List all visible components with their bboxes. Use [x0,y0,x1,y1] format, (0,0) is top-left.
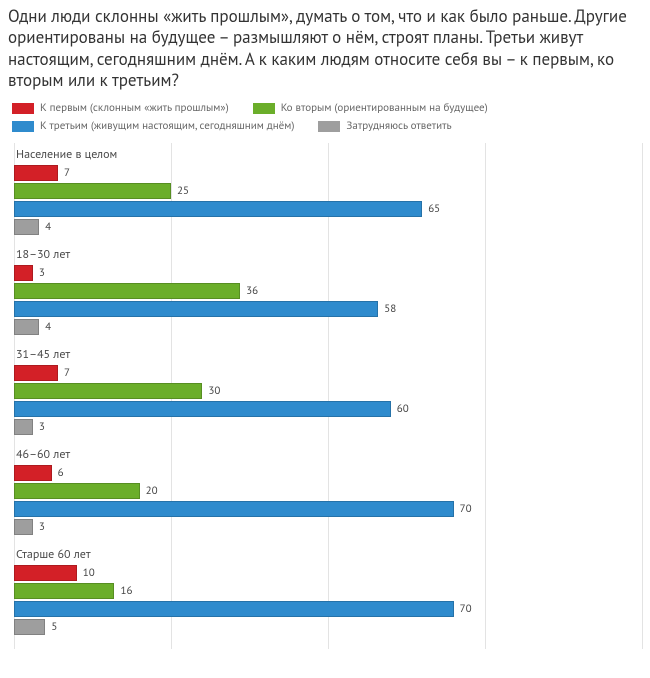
bar-row: 70 [14,601,642,617]
group-label: 31–45 лет [14,347,642,362]
bar [14,601,454,617]
bar-value: 70 [460,602,472,616]
bar [14,619,45,635]
chart-area: Население в целом72565418–30 лет33658431… [8,143,642,649]
bar-row: 5 [14,619,642,635]
bar-row: 3 [14,265,642,281]
bar-row: 25 [14,183,642,199]
bar-row: 3 [14,419,642,435]
bar-group: 18–30 лет 3 36 58 4 [8,243,642,343]
bar [14,401,391,417]
bar-row: 3 [14,519,642,535]
bar-value: 7 [64,366,70,380]
bar [14,565,77,581]
bar-value: 20 [146,484,158,498]
legend-swatch [12,121,34,132]
bar [14,365,58,381]
bar-value: 25 [177,184,189,198]
legend-item: Ко вторым (ориентированным на будущее) [253,101,488,115]
chart-title: Одни люди склонны «жить прошлым», думать… [8,6,642,91]
bar-value: 4 [45,220,51,234]
bar-value: 60 [397,402,409,416]
gridline [642,143,643,649]
bar [14,465,52,481]
bar-row: 20 [14,483,642,499]
legend-label: К первым (склонным «жить прошлым») [40,101,229,115]
bar [14,419,33,435]
bar-groups: Население в целом72565418–30 лет33658431… [8,143,642,649]
legend-label: Затрудняюсь ответить [346,119,451,133]
bar-row: 60 [14,401,642,417]
legend-label: К третьим (живущим настоящим, сегодняшни… [40,119,294,133]
bar-value: 10 [83,566,95,580]
bar-value: 65 [428,202,440,216]
bar [14,319,39,335]
bar-row: 4 [14,219,642,235]
bar-value: 58 [384,302,396,316]
bar-value: 16 [120,584,132,598]
bar [14,483,140,499]
legend-item: К первым (склонным «жить прошлым») [12,101,229,115]
bar-row: 4 [14,319,642,335]
bar-group: 46–60 лет 6 20 70 3 [8,443,642,543]
bar-value: 30 [208,384,220,398]
group-label: Население в целом [14,147,642,162]
bar [14,519,33,535]
bar-row: 58 [14,301,642,317]
bar-value: 36 [246,284,258,298]
bar-value: 3 [39,266,45,280]
bar-value: 7 [64,166,70,180]
bar-group: 31–45 лет 7 30 60 3 [8,343,642,443]
bar [14,183,171,199]
group-label: 46–60 лет [14,447,642,462]
bar [14,501,454,517]
bar [14,219,39,235]
bar [14,383,202,399]
bar-value: 6 [58,466,64,480]
bar-row: 6 [14,465,642,481]
bar-row: 65 [14,201,642,217]
group-label: Старше 60 лет [14,547,642,562]
bar-value: 3 [39,520,45,534]
legend-item: Затрудняюсь ответить [318,119,451,133]
bar [14,165,58,181]
bar [14,201,422,217]
bar-row: 30 [14,383,642,399]
bar-row: 36 [14,283,642,299]
legend-label: Ко вторым (ориентированным на будущее) [281,101,488,115]
legend: К первым (склонным «жить прошлым») Ко вто… [8,101,642,133]
bar-value: 3 [39,420,45,434]
group-label: 18–30 лет [14,247,642,262]
bar-row: 16 [14,583,642,599]
bar-value: 70 [460,502,472,516]
bar-value: 5 [51,620,57,634]
legend-swatch [12,103,34,114]
bar-group: Старше 60 лет 10 16 70 5 [8,543,642,643]
bar-row: 70 [14,501,642,517]
bar [14,301,378,317]
legend-item: К третьим (живущим настоящим, сегодняшни… [12,119,294,133]
bar-group: Население в целом 7 25 65 4 [8,143,642,243]
bar [14,583,114,599]
bar-row: 7 [14,165,642,181]
legend-swatch [318,121,340,132]
bar-row: 7 [14,365,642,381]
bar-row: 10 [14,565,642,581]
bar [14,283,240,299]
legend-swatch [253,103,275,114]
bar-value: 4 [45,320,51,334]
bar [14,265,33,281]
